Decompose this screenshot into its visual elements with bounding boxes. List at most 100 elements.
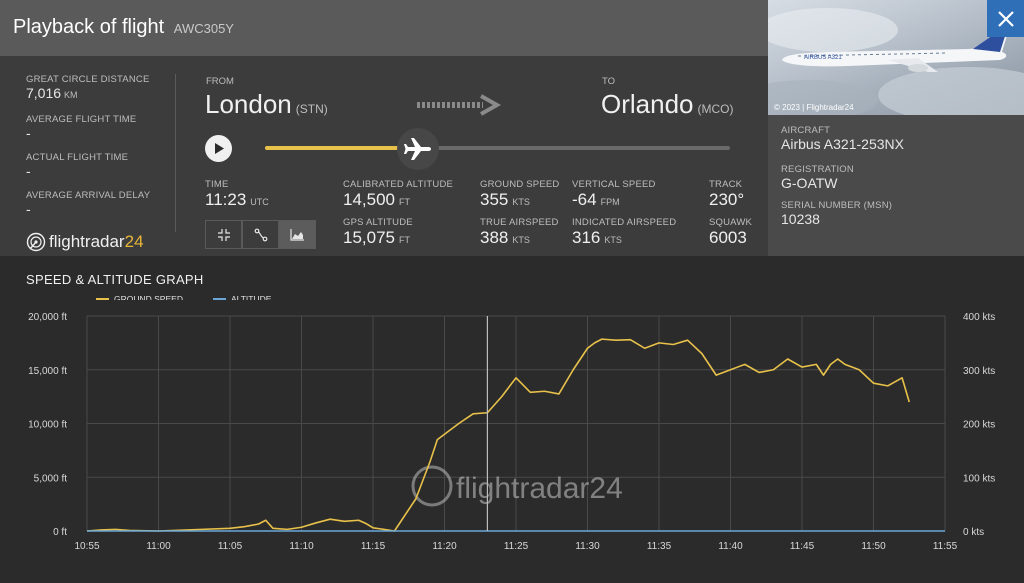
graph-view-button[interactable]: [279, 220, 316, 249]
x-tick-label: 11:10: [289, 541, 314, 552]
cal-alt-row: 14,500 FT: [343, 190, 453, 212]
field-ground-speed: GROUND SPEED 355 KTS: [480, 179, 559, 212]
gps-alt-value: 15,075: [343, 228, 395, 247]
logo-text: flightradar24: [49, 232, 144, 252]
chart-watermark: flightradar24: [411, 465, 623, 507]
flightradar-logo[interactable]: flightradar24: [26, 232, 144, 252]
y-right-tick-label: 400 kts: [963, 312, 995, 323]
watermark-text: flightradar24: [456, 472, 623, 505]
field-track: TRACK 230°: [709, 179, 744, 210]
play-button[interactable]: [205, 135, 232, 162]
stat-value: -: [26, 201, 31, 217]
x-tick-label: 11:30: [575, 541, 600, 552]
vs-row: -64 FPM: [572, 190, 656, 212]
route-view-button[interactable]: [242, 220, 279, 249]
to-label: TO: [602, 76, 616, 87]
y-left-tick-label: 15,000 ft: [28, 366, 67, 377]
x-tick-label: 11:40: [718, 541, 743, 552]
tas-row: 388 KTS: [480, 228, 559, 250]
chart-background: [0, 300, 1024, 583]
time-label: TIME: [205, 179, 229, 190]
x-tick-label: 11:15: [361, 541, 386, 552]
graph-title: SPEED & ALTITUDE GRAPH: [26, 272, 204, 287]
header-bar: Playback of flight AWC305Y: [0, 0, 768, 56]
aircraft-photo[interactable]: AIRBUS A321 © 2023 | Flightradar24: [768, 0, 1024, 115]
legend-ground-speed: GROUND SPEED: [96, 294, 183, 304]
vs-value: -64: [572, 190, 597, 209]
registration-value: G-OATW: [781, 175, 838, 191]
map-expand-button[interactable]: [205, 220, 242, 249]
legend-altitude: ALTITUDE: [212, 294, 271, 304]
track-value: 230°: [709, 190, 745, 209]
field-indicated-airspeed: INDICATED AIRSPEED 316 KTS: [572, 217, 676, 250]
gps-alt-unit: FT: [399, 235, 410, 245]
tas-value: 388: [480, 228, 509, 247]
x-tick-label: 11:25: [504, 541, 529, 552]
gs-label: GROUND SPEED: [480, 179, 560, 190]
page-title: Playback of flight AWC305Y: [13, 16, 234, 39]
gs-row: 355 KTS: [480, 190, 559, 212]
time-value-row: 11:23 UTC: [205, 190, 269, 212]
logo-word: flightradar: [49, 232, 125, 251]
flight-number: AWC305Y: [173, 21, 234, 36]
ias-label: INDICATED AIRSPEED: [572, 217, 677, 228]
ias-row: 316 KTS: [572, 228, 676, 250]
track-label: TRACK: [709, 179, 743, 190]
stat-label: ACTUAL FLIGHT TIME: [26, 152, 129, 163]
stat-value: -: [26, 125, 31, 141]
destination-code: (MCO): [697, 102, 734, 116]
x-tick-label: 10:55: [74, 541, 99, 552]
y-left-tick-label: 10,000 ft: [28, 420, 67, 431]
destination-name: Orlando: [601, 89, 694, 119]
field-squawk: SQUAWK 6003: [709, 217, 752, 248]
playback-handle[interactable]: [397, 128, 440, 170]
photo-credit: © 2023 | Flightradar24: [774, 103, 854, 112]
stat-great-circle-distance: GREAT CIRCLE DISTANCE 7,016 KM: [26, 74, 176, 103]
svg-text:AIRBUS A321: AIRBUS A321: [804, 55, 842, 61]
close-button[interactable]: [987, 0, 1024, 37]
x-tick-label: 11:00: [146, 541, 171, 552]
view-mode-group: [205, 220, 316, 249]
stat-average-flight-time: AVERAGE FLIGHT TIME -: [26, 114, 176, 141]
y-right-tick-label: 0 kts: [963, 527, 984, 538]
vs-label: VERTICAL SPEED: [572, 179, 656, 190]
field-time: TIME 11:23 UTC: [205, 179, 269, 212]
play-icon: [214, 143, 224, 154]
msn-value: 10238: [781, 211, 820, 227]
flight-stats: GREAT CIRCLE DISTANCE 7,016 KM AVERAGE FL…: [26, 74, 176, 228]
aircraft-type: AIRCRAFT Airbus A321-253NX: [781, 125, 904, 153]
time-unit: UTC: [250, 197, 269, 207]
title-text: Playback of flight: [13, 16, 165, 38]
x-tick-label: 11:20: [432, 541, 457, 552]
gps-alt-label: GPS ALTITUDE: [343, 217, 413, 228]
stat-average-arrival-delay: AVERAGE ARRIVAL DELAY -: [26, 190, 176, 217]
ground-speed-line: [86, 338, 911, 532]
field-vertical-speed: VERTICAL SPEED -64 FPM: [572, 179, 656, 212]
tas-label: TRUE AIRSPEED: [480, 217, 559, 228]
ias-value: 316: [572, 228, 601, 247]
gcd-unit: KM: [64, 90, 78, 100]
y-left-tick-label: 0 ft: [53, 527, 67, 538]
aircraft-registration: REGISTRATION G-OATW: [781, 164, 854, 192]
legend-speed-label: GROUND SPEED: [114, 294, 183, 304]
gs-value: 355: [480, 190, 509, 209]
radar-icon: [26, 232, 46, 252]
vs-unit: FPM: [600, 197, 620, 207]
gps-alt-row: 15,075 FT: [343, 228, 413, 250]
playback-slider[interactable]: [265, 146, 730, 150]
graph-icon: [290, 228, 304, 241]
legend-swatch-speed: [96, 298, 109, 300]
legend-swatch-altitude: [212, 298, 226, 300]
playback-progress: [265, 146, 419, 150]
y-right-tick-label: 200 kts: [963, 420, 995, 431]
from-label: FROM: [206, 76, 234, 87]
speed-altitude-chart[interactable]: 10:55 11:00 11:05 11:10 11:15 11:20 11:25 11:30…: [0, 300, 1024, 583]
stat-actual-flight-time: ACTUAL FLIGHT TIME -: [26, 152, 176, 179]
x-tick-label: 11:35: [647, 541, 672, 552]
aircraft-type-label: AIRCRAFT: [781, 125, 831, 136]
x-tick-label: 11:55: [933, 541, 958, 552]
y-right-tick-label: 300 kts: [963, 366, 995, 377]
aircraft-panel: AIRBUS A321 © 2023 | Flightradar24 AIRCR…: [768, 0, 1024, 256]
route-arrow-icon: [417, 94, 502, 116]
squawk-label: SQUAWK: [709, 217, 753, 228]
